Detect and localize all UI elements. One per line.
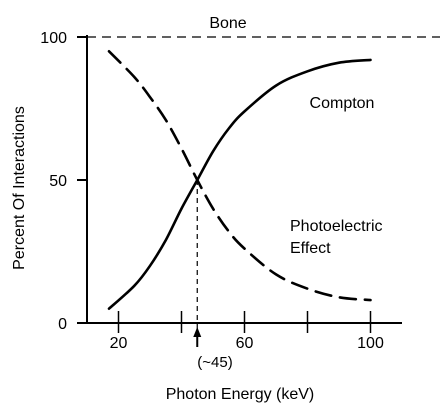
series-layer [107,50,372,310]
y-axis-title: Percent Of Interactions [11,106,28,270]
x-tick-label-60: 60 [236,335,254,352]
series-label-photoelectric: Photoelectric Effect [290,218,387,257]
x-tick-label-20: 20 [110,335,128,352]
chart-title: Bone [209,15,246,32]
series-photoelectric-effect-line [107,50,372,302]
y-tick-label-100: 100 [40,30,67,47]
series-label-compton: Compton [310,95,375,112]
x-axis-title: Photon Energy (keV) [166,386,315,403]
series-compton-line [107,58,372,310]
x-tick-label-100: 100 [357,335,384,352]
annotation-label: (~45) [197,354,232,371]
y-tick-label-0: 0 [58,316,67,333]
reference-lines [87,36,440,347]
tick-layer: 0 50 100 20 60 100 [40,30,384,352]
y-tick-label-50: 50 [49,173,67,190]
annotation-arrow-head [193,327,202,337]
